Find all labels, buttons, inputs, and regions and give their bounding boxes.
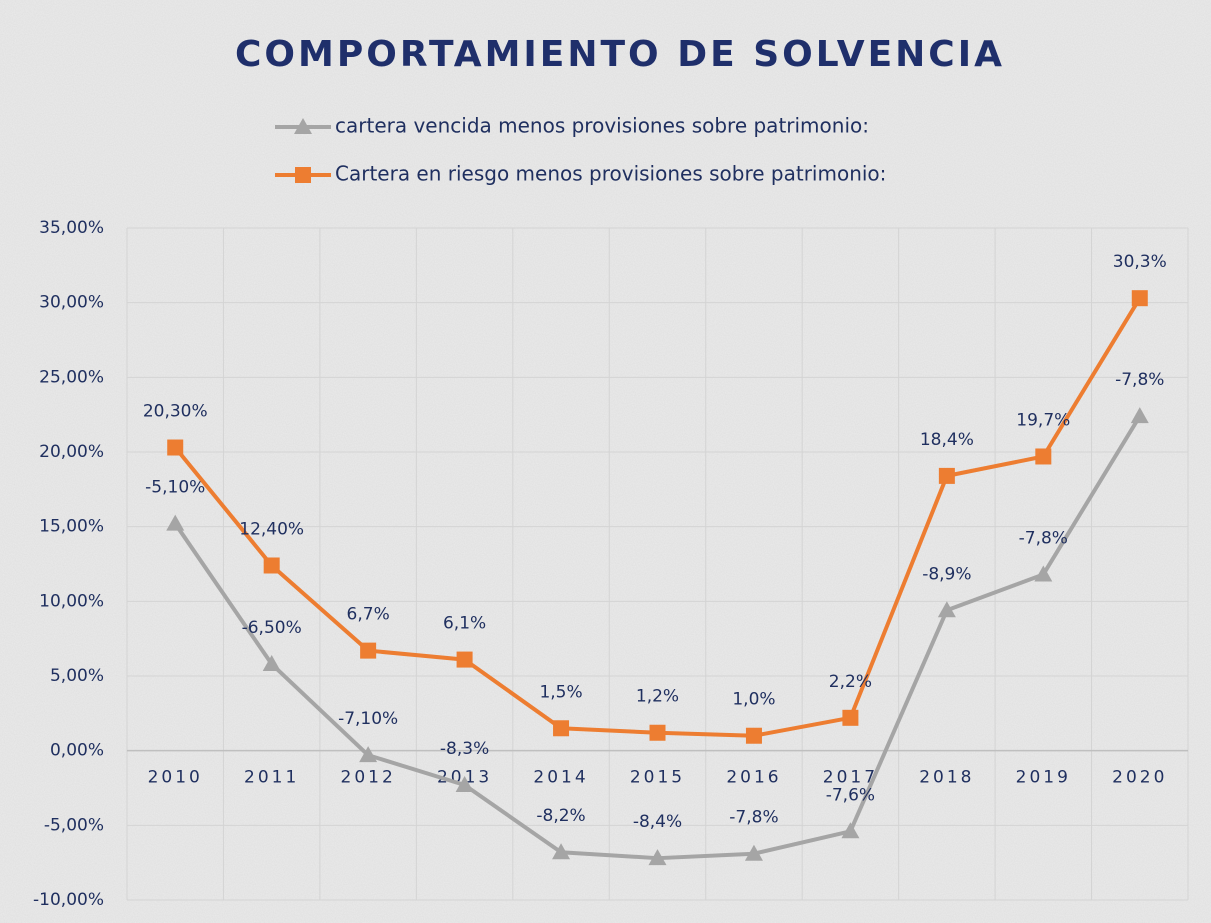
marker [553,720,570,737]
marker [456,651,473,668]
data-label: 6,1% [443,614,486,634]
data-label: 2,2% [829,672,872,692]
legend-marker [294,118,312,134]
data-label: 30,3% [1113,252,1167,272]
x-tick-label: 2020 [1112,768,1167,788]
annotation: -7,8% [1115,370,1164,390]
annotation: -5,10% [145,478,205,498]
data-label: 12,40% [239,519,304,539]
marker [938,467,955,484]
x-tick-label: 2016 [726,768,781,788]
annotation: -7,8% [1019,528,1068,548]
x-tick-label: 2017 [823,768,878,788]
annotation: -7,8% [729,808,778,828]
marker [359,746,378,763]
marker [937,601,956,618]
marker [263,557,280,574]
annotation: -7,6% [826,785,875,805]
y-tick-label: -10,00% [33,890,104,910]
marker [455,776,474,793]
marker [842,709,859,726]
data-label: 1,5% [539,682,582,702]
marker [1034,565,1053,582]
marker [745,727,762,744]
annotation: -8,9% [922,564,971,584]
y-tick-label: 10,00% [39,591,104,611]
marker [841,822,860,839]
annotation: -8,3% [440,739,489,759]
y-tick-label: -5,00% [44,815,104,835]
marker [648,849,667,866]
data-label: 6,7% [347,605,390,625]
marker [552,843,571,860]
chart-title: COMPORTAMIENTO DE SOLVENCIA [235,34,1005,75]
marker [744,844,763,861]
x-tick-label: 2019 [1016,768,1071,788]
marker [1131,290,1148,307]
x-tick-label: 2012 [341,768,396,788]
y-tick-label: 25,00% [39,367,104,387]
marker [166,514,185,531]
marker [1130,407,1149,424]
x-tick-label: 2014 [533,768,588,788]
annotation: -7,10% [338,709,398,729]
marker [167,439,184,456]
legend-label: Cartera en riesgo menos provisiones sobr… [335,162,886,186]
y-tick-label: 20,00% [39,442,104,462]
annotation: -8,2% [536,806,585,826]
data-label: 19,7% [1016,410,1070,430]
data-label: 1,0% [732,690,775,710]
marker [262,655,281,672]
y-tick-label: 15,00% [39,517,104,537]
legend-marker [295,167,311,183]
x-tick-label: 2015 [630,768,685,788]
x-tick-label: 2010 [148,768,203,788]
x-tick-label: 2013 [437,768,492,788]
y-tick-label: 30,00% [39,293,104,313]
marker [1035,448,1052,465]
marker [360,642,377,659]
x-tick-label: 2011 [244,768,299,788]
x-tick-label: 2018 [919,768,974,788]
data-label: 18,4% [920,430,974,450]
legend-label: cartera vencida menos provisiones sobre … [335,114,869,138]
data-label: 20,30% [143,402,208,422]
y-tick-label: 35,00% [39,218,104,238]
annotation: -8,4% [633,812,682,832]
annotation: -6,50% [242,618,302,638]
y-tick-label: 0,00% [50,741,104,761]
marker [649,724,666,741]
data-label: 1,2% [636,687,679,707]
y-tick-label: 5,00% [50,666,104,686]
